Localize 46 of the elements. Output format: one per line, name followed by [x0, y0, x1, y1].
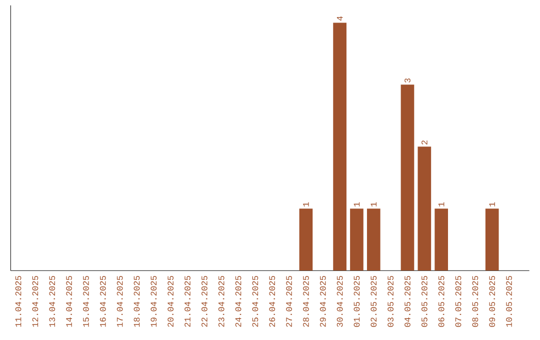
data-label: 4 [336, 16, 343, 21]
data-label: 1 [489, 202, 495, 206]
x-tick-label: 07.05.2025 [455, 276, 462, 327]
bar [299, 208, 313, 271]
x-tick-label: 24.04.2025 [235, 276, 242, 327]
x-tick-label: 30.04.2025 [336, 276, 343, 327]
x-tick-label: 20.04.2025 [168, 276, 174, 327]
x-tick-label: 14.04.2025 [66, 276, 72, 327]
x-tick-label: 22.04.2025 [201, 276, 208, 327]
x-tick-label: 19.04.2025 [150, 276, 157, 327]
x-tick-label: 17.04.2025 [116, 276, 123, 327]
x-tick-label: 18.04.2025 [134, 276, 140, 327]
bar [400, 84, 414, 271]
x-tick-label: 06.05.2025 [438, 276, 444, 327]
x-tick-label: 25.04.2025 [252, 276, 258, 327]
bar [485, 208, 499, 271]
data-label: 2 [422, 140, 428, 144]
x-tick-label: 11.04.2025 [15, 276, 22, 327]
bar [418, 146, 432, 271]
x-tick-label: 08.05.2025 [472, 276, 478, 327]
x-tick-label: 13.04.2025 [49, 276, 56, 327]
x-tick-label: 12.04.2025 [32, 276, 38, 327]
data-label: 1 [303, 202, 309, 206]
data-label: 3 [404, 78, 410, 83]
bar [366, 208, 380, 271]
data-label: 1 [438, 202, 444, 206]
x-tick-label: 28.04.2025 [303, 276, 309, 327]
x-tick-label: 23.04.2025 [218, 276, 224, 327]
x-tick-label: 15.04.2025 [83, 276, 89, 327]
data-label: 1 [354, 202, 360, 206]
x-tick-label: 03.05.2025 [388, 276, 394, 327]
x-tick-label: 09.05.2025 [489, 276, 496, 327]
x-tick-label: 29.04.2025 [320, 276, 326, 327]
x-tick-label: 05.05.2025 [421, 276, 428, 327]
x-tick-label: 01.05.2025 [354, 276, 360, 327]
x-tick-label: 10.05.2025 [506, 276, 512, 327]
x-tick-label: 21.04.2025 [184, 276, 190, 327]
x-tick-label: 04.05.2025 [404, 276, 410, 327]
bar [434, 208, 448, 271]
data-label: 1 [370, 202, 377, 206]
bar [350, 208, 364, 271]
bar [333, 22, 346, 271]
x-tick-label: 16.04.2025 [100, 276, 106, 327]
x-tick-label: 02.05.2025 [370, 276, 377, 327]
x-tick-label: 27.04.2025 [286, 276, 292, 327]
x-tick-label: 26.04.2025 [269, 276, 276, 327]
